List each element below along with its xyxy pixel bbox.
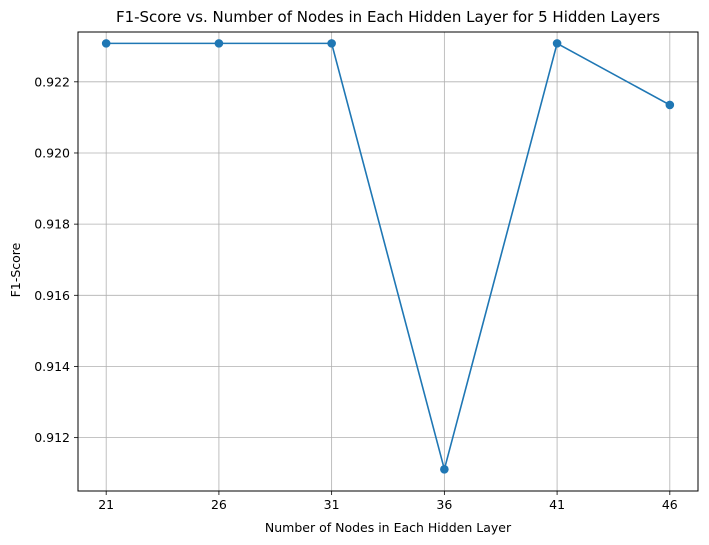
plot-frame xyxy=(77,31,699,492)
data-series xyxy=(101,39,675,474)
x-axis-ticks: 21 26 31 36 41 46 xyxy=(98,491,678,512)
y-tick-label: 0.912 xyxy=(34,430,70,445)
y-tick-label: 0.922 xyxy=(34,74,70,89)
y-tick-label: 0.916 xyxy=(34,288,70,303)
y-axis-ticks: 0.912 0.914 0.916 0.918 0.920 0.922 xyxy=(34,74,78,445)
data-point xyxy=(101,39,111,48)
data-point xyxy=(327,39,336,48)
y-tick-label: 0.920 xyxy=(34,145,70,160)
x-axis-label: Number of Nodes in Each Hidden Layer xyxy=(265,520,512,535)
data-point xyxy=(440,464,449,474)
y-axis-label: F1-Score xyxy=(8,242,23,297)
x-tick-label: 26 xyxy=(211,497,227,512)
x-tick-label: 36 xyxy=(436,497,452,512)
data-point xyxy=(665,100,675,110)
data-point xyxy=(552,39,562,48)
data-point xyxy=(214,39,224,48)
grid-lines xyxy=(78,32,698,491)
series-line xyxy=(106,42,671,473)
x-tick-label: 46 xyxy=(662,497,678,512)
x-tick-label: 41 xyxy=(549,497,565,512)
chart-title: F1-Score vs. Number of Nodes in Each Hid… xyxy=(116,8,660,26)
y-tick-label: 0.918 xyxy=(34,217,70,232)
y-tick-label: 0.914 xyxy=(34,359,70,374)
x-tick-label: 31 xyxy=(324,497,340,512)
x-tick-label: 21 xyxy=(98,497,114,512)
